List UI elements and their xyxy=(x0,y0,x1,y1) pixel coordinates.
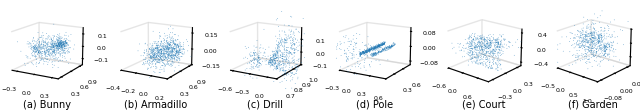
Title: (d) Pole: (d) Pole xyxy=(356,99,393,109)
Title: (e) Court: (e) Court xyxy=(462,99,506,109)
Title: (b) Armadillo: (b) Armadillo xyxy=(125,99,188,109)
Title: (c) Drill: (c) Drill xyxy=(248,99,284,109)
Title: (f) Garden: (f) Garden xyxy=(568,99,618,109)
Title: (a) Bunny: (a) Bunny xyxy=(23,99,71,109)
